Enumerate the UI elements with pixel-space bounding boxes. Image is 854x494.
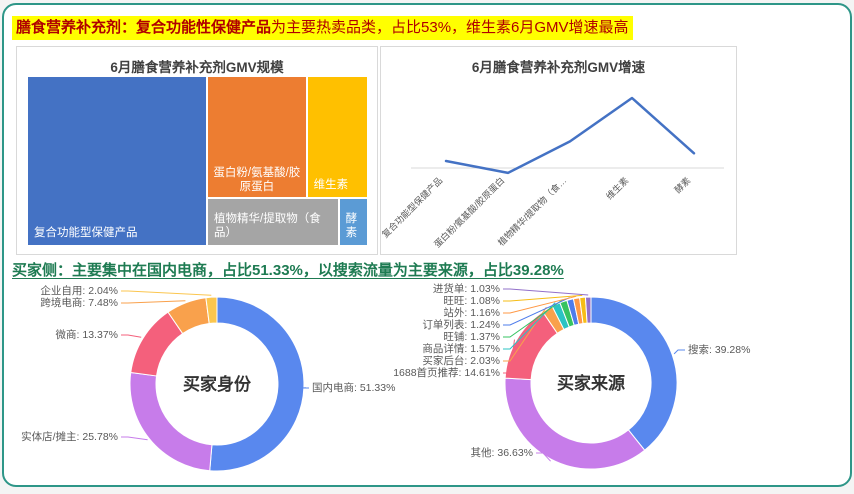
donut-label-leader-line (673, 349, 685, 355)
treemap-cell-label: 蛋白粉/氨基酸/胶原蛋白 (213, 166, 301, 193)
headline-category-insight-bold: 膳食营养补充剂：复合功能性保健产品 (16, 19, 272, 36)
donut-slice-label: 搜索: 39.28% (688, 343, 750, 356)
donut-slice-label: 国内电商: 51.33% (312, 381, 395, 394)
donut-label-leader-line (503, 306, 547, 362)
treemap-cell-label: 酵素 (345, 212, 358, 239)
donut-label-leader-line (503, 294, 583, 302)
donut-slice-label: 旺旺: 1.08% (443, 295, 500, 307)
gmv-treemap[interactable]: 复合功能型保健产品 蛋白粉/氨基酸/胶原蛋白 维生素植物精华/提取物（食品） 酵素 (27, 76, 368, 246)
buyer-donut-charts[interactable]: 国内电商: 51.33% 实体店/摊主: 25.78% 微商: 13.37% 跨境电商… (0, 279, 854, 491)
donut-label-leader-line (121, 436, 148, 441)
headline-buyer-insight: 买家侧：主要集中在国内电商，占比51.33%，以搜索流量为主要来源，占比39.2… (12, 262, 564, 279)
donut-slice[interactable] (590, 296, 678, 451)
donut-label-leader-line (503, 297, 570, 326)
x-axis-label: 植物精华/提取物（食… (495, 175, 568, 248)
gmv-treemap-title: 6月膳食营养补充剂GMV规模 (110, 60, 284, 75)
x-axis-label: 蛋白粉/氨基酸/胶原蛋白 (431, 175, 506, 250)
treemap-cell-label: 复合功能型保健产品 (34, 227, 138, 239)
donut-slice-label: 其他: 36.63% (471, 446, 533, 459)
donut-slice[interactable] (209, 296, 305, 472)
treemap-cell-label: 植物精华/提取物（食品） (214, 212, 321, 239)
donut-slice[interactable] (205, 296, 218, 324)
donut-slice[interactable] (584, 296, 592, 324)
donut-slice-label: 站外: 1.16% (443, 306, 500, 319)
donut-slice-label: 旺铺: 1.37% (443, 330, 500, 343)
donut-label-leader-line (121, 334, 142, 338)
donut-label-leader-line (503, 299, 564, 338)
treemap-cell[interactable]: 植物精华/提取物（食品） (207, 197, 339, 246)
treemap-cell[interactable]: 维生素 (306, 76, 368, 198)
donut-slice-label: 进货单: 1.03% (433, 282, 500, 295)
treemap-cell[interactable]: 蛋白粉/氨基酸/胶原蛋白 (207, 76, 307, 198)
donut-label-leader-line (121, 300, 186, 304)
donut-slice-label: 1688首页推荐: 14.61% (393, 366, 500, 379)
donut-slice-label: 商品详情: 1.57% (422, 342, 500, 355)
donut-slice-label: 买家后台: 2.03% (422, 354, 500, 367)
donut-label-leader-line (503, 339, 515, 374)
donut-label-leader-line (536, 452, 551, 462)
donut-label-leader-line (503, 288, 589, 296)
donut-slice-label: 订单列表: 1.24% (422, 318, 500, 331)
donut-slice-label: 实体店/摊主: 25.78% (21, 430, 118, 443)
donut-slice-label: 微商: 13.37% (56, 328, 118, 341)
x-axis-label: 维生素 (604, 175, 631, 202)
donut-slice-label: 跨境电商: 7.48% (40, 296, 118, 309)
gmv-growth-title: 6月膳食营养补充剂GMV增速 (471, 60, 646, 75)
treemap-cell[interactable]: 酵素 (338, 197, 368, 246)
headline-category-insight-rest: 为主要热卖品类，占比53%，维生素6月GMV增速最高 (271, 19, 629, 36)
donut-center-title: 买家来源 (557, 373, 625, 393)
gmv-growth-series-line[interactable] (444, 96, 696, 175)
gmv-treemap-panel: 6月膳食营养补充剂GMV规模 复合功能型保健产品 蛋白粉/氨基酸/胶原蛋白 维生素植… (16, 46, 378, 255)
treemap-cell-label: 维生素 (313, 178, 349, 191)
headline-category-insight: 膳食营养补充剂：复合功能性保健产品为主要热卖品类，占比53%，维生素6月GMV增… (12, 16, 633, 40)
donut-label-leader-line (503, 302, 556, 350)
treemap-cell[interactable]: 复合功能型保健产品 (27, 76, 208, 246)
donut-center-title: 买家身份 (183, 374, 252, 394)
buyer-source-donut[interactable]: 搜索: 39.28% 其他: 36.63% 1688首页推荐: 14.61%买家后台… (393, 282, 750, 470)
x-axis-label: 酵素 (672, 175, 693, 196)
buyer-identity-donut[interactable]: 国内电商: 51.33% 实体店/摊主: 25.78% 微商: 13.37% 跨境电商… (21, 284, 395, 472)
gmv-growth-panel: 6月膳食营养补充剂GMV增速 复合功能型保健产品 蛋白粉/氨基酸/胶原蛋白 植物精华… (380, 46, 737, 255)
donut-label-leader-line (503, 295, 577, 314)
x-axis-label: 复合功能型保健产品 (381, 175, 444, 240)
donut-label-leader-line (121, 290, 212, 296)
donut-slice-label: 企业自用: 2.04% (40, 284, 118, 297)
